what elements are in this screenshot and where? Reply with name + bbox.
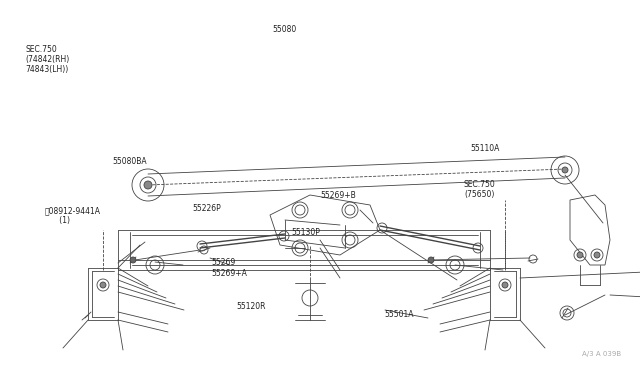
- Text: 55269
55269+A: 55269 55269+A: [211, 258, 247, 278]
- Text: 55269+B: 55269+B: [320, 191, 356, 200]
- Text: 55080: 55080: [272, 25, 296, 34]
- Text: A/3 A 039B: A/3 A 039B: [582, 351, 621, 357]
- Circle shape: [577, 252, 583, 258]
- Text: SEC.750
(75650): SEC.750 (75650): [464, 180, 496, 199]
- Circle shape: [130, 257, 136, 263]
- Circle shape: [144, 181, 152, 189]
- Text: 55226P: 55226P: [192, 204, 221, 213]
- Text: 55110A: 55110A: [470, 144, 500, 153]
- Text: 55501A: 55501A: [384, 310, 413, 319]
- Circle shape: [562, 167, 568, 173]
- Text: 55130P: 55130P: [291, 228, 320, 237]
- Text: 55080BA: 55080BA: [112, 157, 147, 166]
- Circle shape: [502, 282, 508, 288]
- Circle shape: [100, 282, 106, 288]
- Circle shape: [594, 252, 600, 258]
- Text: ⓝ08912-9441A
      (1): ⓝ08912-9441A (1): [45, 206, 101, 225]
- Circle shape: [428, 257, 434, 263]
- Text: 55120R: 55120R: [237, 302, 266, 311]
- Text: SEC.750
(74842(RH)
74843(LH)): SEC.750 (74842(RH) 74843(LH)): [26, 45, 70, 74]
